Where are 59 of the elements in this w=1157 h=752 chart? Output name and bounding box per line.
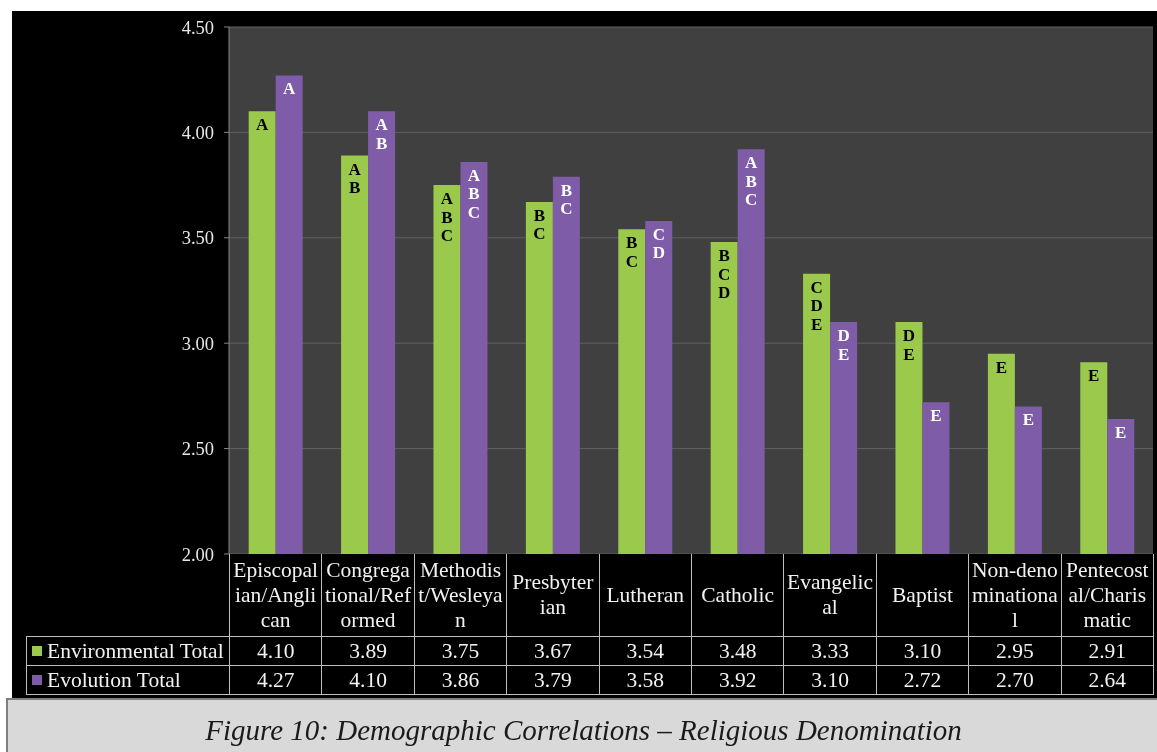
annotation: C D bbox=[651, 224, 666, 263]
x-tick-label: Evangelical bbox=[786, 570, 874, 620]
annotation: E bbox=[929, 406, 943, 426]
annotation: A B C bbox=[466, 165, 482, 223]
y-tick-label: 2.50 bbox=[181, 439, 214, 460]
x-tick-label: Congregational/Reformed bbox=[324, 557, 412, 633]
data-label: 4.10 bbox=[349, 667, 387, 693]
data-label: 4.10 bbox=[256, 638, 295, 664]
x-tick-label: Presbyterian bbox=[511, 570, 595, 620]
data-label: 2.95 bbox=[996, 638, 1034, 664]
x-tick-label: Lutheran bbox=[605, 582, 686, 608]
data-label: 2.72 bbox=[903, 667, 942, 693]
data-label: 3.48 bbox=[718, 638, 757, 664]
data-label: 3.92 bbox=[718, 667, 757, 693]
annotation: E bbox=[994, 357, 1009, 378]
y-tick-label: 4.00 bbox=[181, 122, 214, 143]
data-label: 3.54 bbox=[626, 638, 665, 664]
data-label: 3.89 bbox=[349, 638, 387, 664]
x-tick-label: Baptist bbox=[891, 582, 954, 608]
data-label: 3.33 bbox=[811, 638, 849, 664]
data-label: 2.91 bbox=[1088, 638, 1127, 664]
annotation: D E bbox=[901, 326, 917, 365]
x-tick-label: Non-denominational bbox=[971, 557, 1059, 633]
x-tick-label: Pentecostal/Charismatic bbox=[1065, 557, 1150, 633]
annotation: B C bbox=[532, 205, 547, 244]
annotation: D E bbox=[836, 326, 851, 365]
annotation: A B C bbox=[744, 153, 759, 210]
data-label: 3.58 bbox=[626, 667, 665, 693]
y-tick-label: 3.50 bbox=[181, 228, 214, 249]
x-tick-label: Catholic bbox=[700, 582, 776, 608]
annotation: B C bbox=[624, 233, 639, 272]
data-label: 3.10 bbox=[903, 638, 942, 664]
annotation: A bbox=[255, 115, 270, 135]
data-label: 2.64 bbox=[1088, 667, 1127, 693]
annotation: E bbox=[1087, 366, 1101, 386]
caption: Figure 10: Demographic Correlations – Religious Denomination bbox=[205, 713, 962, 747]
annotation: E bbox=[1021, 410, 1036, 430]
legend-label: Environmental Total bbox=[47, 638, 224, 664]
annotation: A B bbox=[347, 159, 362, 198]
annotation: A bbox=[282, 79, 297, 99]
y-tick-label: 3.00 bbox=[181, 333, 214, 354]
annotation: B C bbox=[559, 180, 574, 219]
data-label: 3.86 bbox=[441, 667, 480, 693]
data-label: 3.79 bbox=[534, 667, 572, 693]
annotation: A B bbox=[374, 115, 389, 154]
data-label: 3.75 bbox=[441, 638, 480, 664]
x-tick-label: Methodist/Wesleyan bbox=[417, 557, 504, 633]
data-label: 4.27 bbox=[256, 667, 295, 693]
annotation: B C D bbox=[717, 246, 732, 303]
x-tick-label: Episcopalian/Anglican bbox=[232, 557, 319, 633]
data-label: 2.70 bbox=[996, 667, 1034, 693]
annotation: C D E bbox=[809, 277, 824, 335]
annotation: E bbox=[1114, 423, 1128, 443]
y-tick-label: 4.50 bbox=[181, 17, 214, 38]
annotation: A B C bbox=[439, 189, 455, 246]
legend-label: Evolution Total bbox=[47, 667, 181, 693]
data-label: 3.67 bbox=[534, 638, 572, 664]
data-label: 3.10 bbox=[811, 667, 849, 693]
y-tick-label: 2.00 bbox=[181, 544, 214, 565]
